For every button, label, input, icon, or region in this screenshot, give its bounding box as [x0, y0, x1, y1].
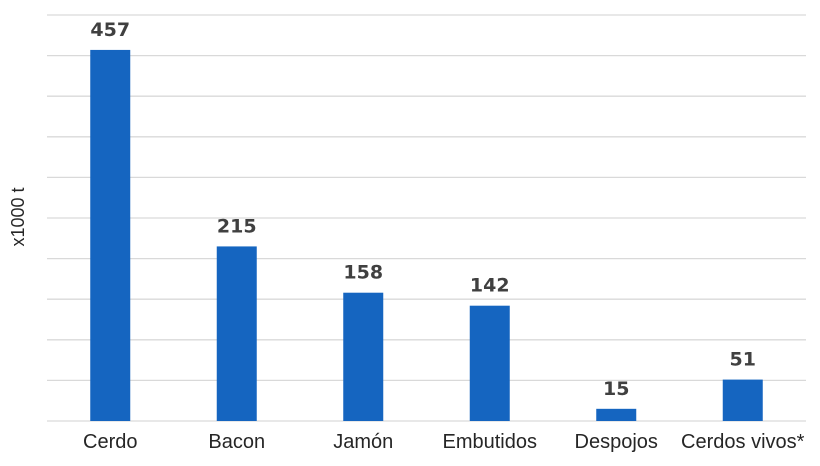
data-label: 158	[343, 262, 383, 284]
bar	[469, 305, 510, 421]
bar	[216, 246, 257, 421]
y-axis-label: x1000 t	[8, 187, 28, 246]
data-label: 15	[603, 378, 629, 400]
x-tick-label: Embutidos	[443, 431, 538, 453]
data-label: 51	[730, 349, 756, 371]
x-tick-label: Jamón	[333, 431, 393, 453]
bar	[596, 408, 637, 421]
x-tick-label: Despojos	[575, 431, 658, 453]
bar	[90, 49, 131, 421]
x-tick-label: Cerdos vivos*	[681, 431, 805, 453]
bars	[90, 49, 763, 421]
x-tick-label: Bacon	[208, 431, 265, 453]
x-axis-tick-labels: Cerdo Bacon Jamón Embutidos Despojos Cerdos v…	[83, 431, 805, 453]
data-label: 215	[217, 215, 257, 237]
bar	[343, 292, 384, 421]
bar	[722, 379, 763, 421]
gridlines	[47, 14, 806, 422]
data-labels: 457 215 158 142 15 51	[90, 19, 756, 400]
data-label: 457	[90, 19, 130, 41]
x-tick-label: Cerdo	[83, 431, 137, 453]
data-label: 142	[470, 275, 510, 297]
